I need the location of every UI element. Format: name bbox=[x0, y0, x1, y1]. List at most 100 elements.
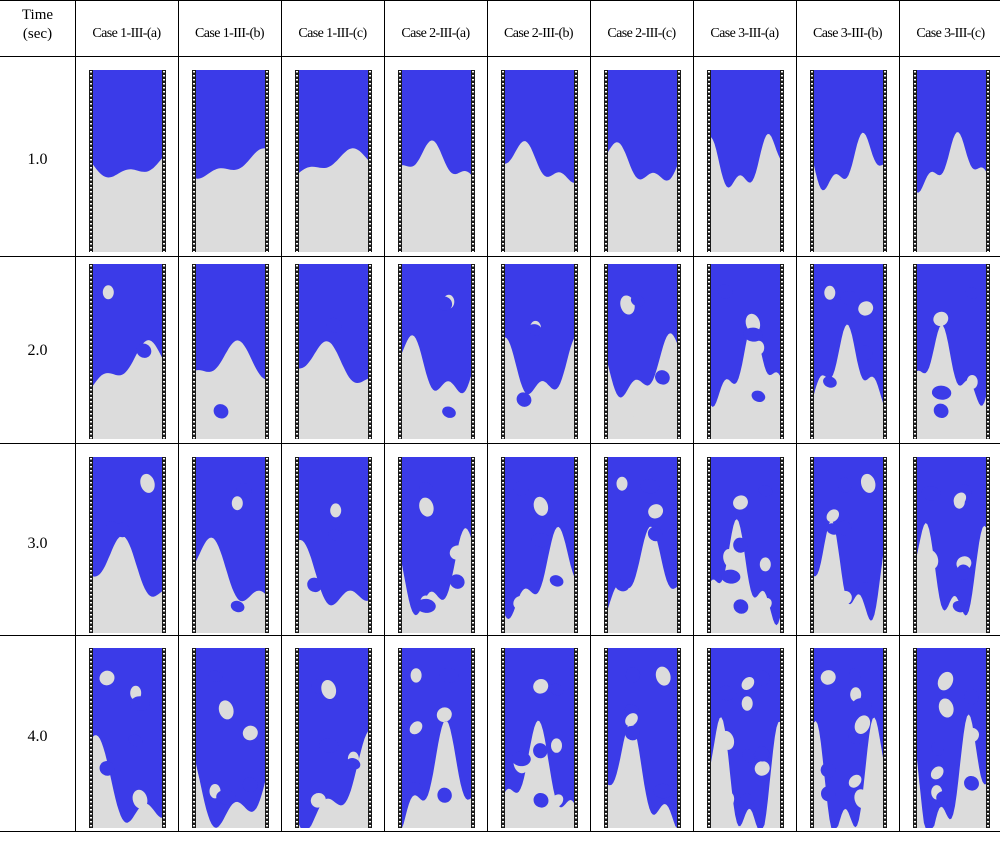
wall-dot bbox=[708, 75, 710, 77]
wall-dot bbox=[193, 785, 195, 787]
wall-dot bbox=[163, 147, 165, 149]
wall-dot bbox=[914, 313, 916, 315]
wall-dot bbox=[193, 175, 195, 177]
wall-dot bbox=[708, 215, 710, 217]
wall-dot bbox=[575, 171, 577, 173]
wall-dot bbox=[884, 685, 886, 687]
wall-dot bbox=[266, 123, 268, 125]
wall-dot bbox=[369, 313, 371, 315]
wall-dot bbox=[605, 265, 607, 267]
wall-dot bbox=[90, 179, 92, 181]
wall-dot bbox=[369, 733, 371, 735]
wall-dot bbox=[502, 231, 504, 233]
wall-dot bbox=[502, 713, 504, 715]
wall-dot bbox=[399, 115, 401, 117]
wall-dot bbox=[472, 313, 474, 315]
wall-dot bbox=[399, 293, 401, 295]
wall-dot bbox=[163, 478, 165, 480]
wall-dot bbox=[781, 514, 783, 516]
wall-dot bbox=[708, 393, 710, 395]
wall-dot bbox=[266, 558, 268, 560]
wall-dot bbox=[502, 247, 504, 249]
mixing-filament bbox=[551, 738, 562, 753]
wall-dot bbox=[399, 757, 401, 759]
wall-dot bbox=[399, 155, 401, 157]
wall-dot bbox=[914, 163, 916, 165]
wall-dot bbox=[163, 413, 165, 415]
wall-dot bbox=[884, 265, 886, 267]
wall-dot bbox=[914, 251, 916, 252]
wall-dot bbox=[678, 345, 680, 347]
wall-dot bbox=[708, 437, 710, 439]
wall-dot bbox=[708, 421, 710, 423]
wall-dot bbox=[296, 526, 298, 528]
wall-dot bbox=[575, 91, 577, 93]
mixing-filament bbox=[836, 590, 852, 606]
wall-dot bbox=[811, 649, 813, 651]
wall-dot bbox=[811, 697, 813, 699]
wall-dot bbox=[399, 753, 401, 755]
wall-dot bbox=[914, 697, 916, 699]
wall-dot bbox=[575, 71, 577, 73]
wall-dot bbox=[163, 187, 165, 189]
wall-dot bbox=[369, 231, 371, 233]
wall-dot bbox=[811, 199, 813, 201]
wall-dot bbox=[163, 614, 165, 616]
wall-dot bbox=[193, 135, 195, 137]
wall-dot bbox=[399, 578, 401, 580]
wall-dot bbox=[90, 574, 92, 576]
snapshot-image bbox=[295, 264, 372, 439]
wall-dot bbox=[472, 785, 474, 787]
wall-dot bbox=[502, 689, 504, 691]
simulation-snapshot bbox=[604, 70, 681, 252]
wall-dot bbox=[90, 147, 92, 149]
wall-dot bbox=[163, 462, 165, 464]
wall-dot bbox=[914, 781, 916, 783]
wall-dot bbox=[811, 329, 813, 331]
wall-dot bbox=[884, 801, 886, 803]
wall-dot bbox=[811, 385, 813, 387]
wall-dot bbox=[987, 369, 989, 371]
wall-dot bbox=[575, 269, 577, 271]
wall-dot bbox=[987, 522, 989, 524]
wall bbox=[471, 70, 475, 252]
wall-dot bbox=[502, 215, 504, 217]
wall-dot bbox=[678, 741, 680, 743]
wall-dot bbox=[472, 665, 474, 667]
wall-dot bbox=[605, 757, 607, 759]
wall-dot bbox=[502, 107, 504, 109]
wall-dot bbox=[399, 179, 401, 181]
wall-dot bbox=[914, 649, 916, 651]
wall-dot bbox=[605, 478, 607, 480]
wall-dot bbox=[708, 337, 710, 339]
wall-dot bbox=[296, 215, 298, 217]
wall-dot bbox=[811, 127, 813, 129]
simulation-snapshot bbox=[501, 457, 578, 633]
wall-dot bbox=[266, 159, 268, 161]
wall-dot bbox=[575, 781, 577, 783]
wall-dot bbox=[987, 203, 989, 205]
wall-dot bbox=[781, 293, 783, 295]
wall-dot bbox=[296, 737, 298, 739]
wall-dot bbox=[296, 677, 298, 679]
heavy-fluid-region bbox=[402, 264, 471, 394]
wall-dot bbox=[90, 677, 92, 679]
wall-dot bbox=[987, 590, 989, 592]
wall-dot bbox=[502, 685, 504, 687]
snapshot-image bbox=[604, 70, 681, 252]
wall-dot bbox=[575, 365, 577, 367]
wall-dot bbox=[605, 614, 607, 616]
wall-dot bbox=[884, 777, 886, 779]
wall-dot bbox=[472, 498, 474, 500]
wall-dot bbox=[811, 661, 813, 663]
wall-dot bbox=[90, 765, 92, 767]
mixing-filament bbox=[653, 783, 673, 799]
wall-dot bbox=[472, 630, 474, 632]
wall-dot bbox=[163, 749, 165, 751]
wall-dot bbox=[678, 733, 680, 735]
wall-dot bbox=[708, 753, 710, 755]
wall-dot bbox=[193, 361, 195, 363]
wall-dot bbox=[193, 630, 195, 632]
wall-dot bbox=[678, 542, 680, 544]
wall-dot bbox=[266, 614, 268, 616]
